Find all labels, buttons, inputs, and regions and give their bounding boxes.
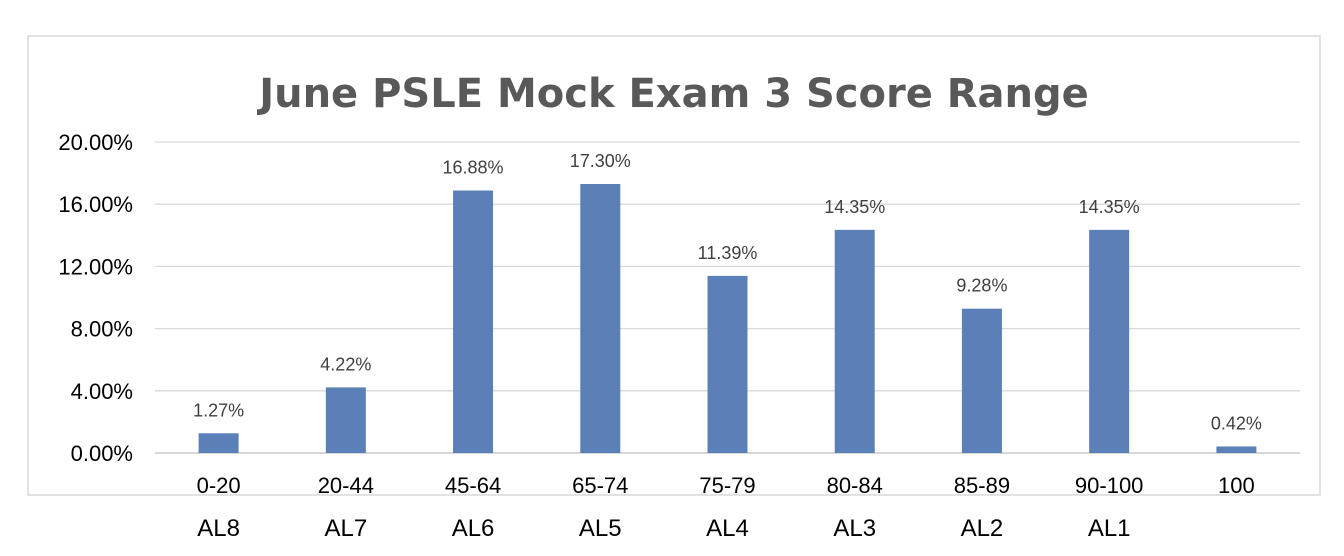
chart-title: June PSLE Mock Exam 3 Score Range	[256, 71, 1089, 117]
x-tick-label: 45-64	[445, 473, 501, 498]
data-label: 4.22%	[320, 354, 371, 374]
x-tick-label: 0-20	[197, 473, 241, 498]
y-tick-label: 12.00%	[58, 254, 133, 279]
data-label: 9.28%	[956, 276, 1007, 296]
x-tick-label: 100	[1218, 473, 1255, 498]
data-label: 1.27%	[193, 400, 244, 420]
al-label: AL7	[324, 515, 367, 542]
al-label: AL1	[1088, 515, 1131, 542]
data-labels: 1.27% 4.22% 16.88% 17.30% 11.39% 14.35% 9.28% 1…	[193, 151, 1262, 433]
data-label: 11.39%	[698, 243, 758, 263]
bar-90-100	[1089, 229, 1130, 453]
data-label: 14.35%	[824, 197, 885, 217]
data-label: 14.35%	[1079, 197, 1140, 217]
x-tick-label: 75-79	[699, 473, 755, 498]
y-tick-label: 8.00%	[71, 317, 133, 342]
bar-65-74	[580, 183, 621, 454]
y-tick-label: 0.00%	[71, 441, 133, 466]
data-label: 17.30%	[570, 151, 631, 171]
x-axis-tick-labels: 0-20 20-44 45-64 65-74 75-79 80-84 85-89 90-100…	[197, 473, 1255, 498]
x-tick-label: 85-89	[954, 473, 1010, 498]
bar-20-44	[325, 387, 366, 453]
y-tick-label: 16.00%	[58, 192, 133, 217]
bar-80-84	[834, 229, 875, 453]
al-label: AL2	[961, 515, 1004, 542]
bar-100	[1216, 446, 1257, 453]
al-label: AL4	[706, 515, 749, 542]
x-tick-label: 90-100	[1075, 473, 1144, 498]
al-label: AL6	[452, 515, 495, 542]
bar-85-89	[961, 308, 1002, 453]
al-label: AL5	[579, 515, 622, 542]
bars	[198, 183, 1257, 454]
bar-75-79	[707, 275, 748, 453]
x-tick-label: 65-74	[572, 473, 628, 498]
y-tick-label: 20.00%	[58, 130, 133, 155]
bar-45-64	[453, 190, 494, 454]
al-labels: AL8 AL7 AL6 AL5 AL4 AL3 AL2 AL1	[197, 515, 1130, 542]
x-tick-label: 80-84	[827, 473, 883, 498]
al-label: AL8	[197, 515, 240, 542]
al-label: AL3	[833, 515, 876, 542]
x-tick-label: 20-44	[318, 473, 374, 498]
data-label: 16.88%	[443, 158, 504, 178]
y-axis-tick-labels: 0.00% 4.00% 8.00% 12.00% 16.00% 20.00%	[58, 130, 133, 466]
data-label: 0.42%	[1211, 413, 1262, 433]
y-tick-label: 4.00%	[71, 379, 133, 404]
bar-0-20	[198, 433, 239, 453]
